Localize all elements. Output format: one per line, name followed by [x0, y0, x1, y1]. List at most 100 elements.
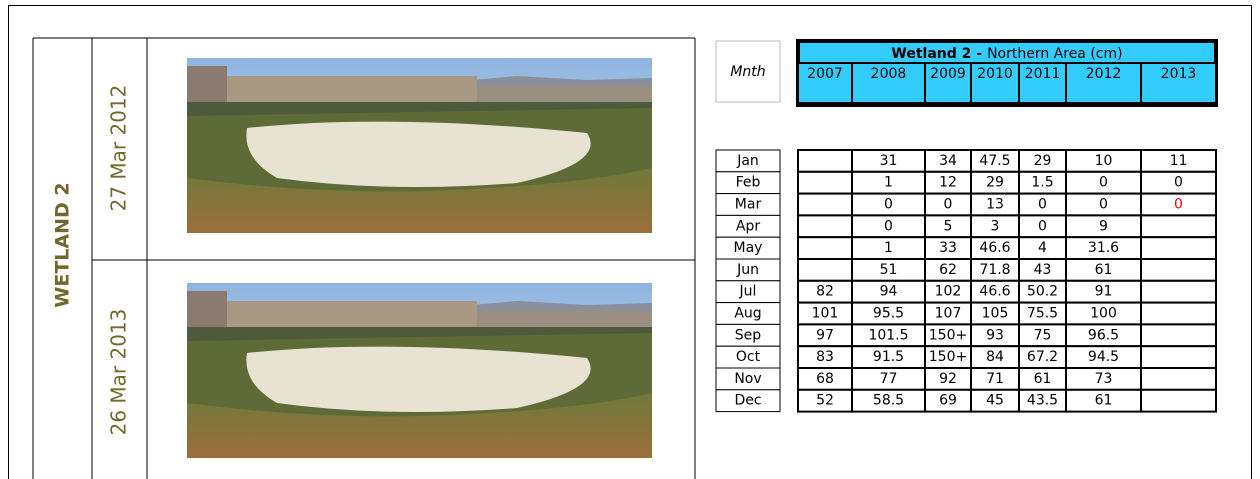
- month-label: Apr: [736, 218, 760, 234]
- value: 11: [1170, 153, 1188, 169]
- value: 101.5: [868, 327, 908, 343]
- value: 95.5: [873, 306, 904, 322]
- value: 1: [884, 175, 893, 191]
- value: 150+: [929, 327, 967, 343]
- value: 0: [884, 197, 893, 213]
- value: 61: [1034, 371, 1052, 387]
- value-cell: [798, 172, 852, 194]
- month-header: Mnth: [730, 64, 765, 80]
- value: 1.5: [1031, 175, 1053, 191]
- value: 91: [1095, 284, 1113, 300]
- value: 46.6: [979, 240, 1010, 256]
- year-label: 2013: [1161, 66, 1197, 82]
- month-label: Nov: [734, 371, 761, 387]
- value: 10: [1095, 153, 1113, 169]
- value: 31: [880, 153, 898, 169]
- value: 101: [812, 306, 839, 322]
- value: 43: [1034, 262, 1052, 278]
- value-cell: [798, 259, 852, 281]
- value: 52: [816, 393, 834, 409]
- value: 61: [1095, 393, 1113, 409]
- value: 0: [1099, 175, 1108, 191]
- value: 0: [884, 218, 893, 234]
- value: 77: [880, 371, 898, 387]
- value: 62: [939, 262, 957, 278]
- value: 84: [986, 349, 1004, 365]
- value: 69: [939, 393, 957, 409]
- value: 4: [1038, 240, 1047, 256]
- value: 83: [816, 349, 834, 365]
- month-label: Mar: [735, 197, 762, 213]
- month-label: Jul: [739, 284, 757, 300]
- month-label: Feb: [736, 175, 761, 191]
- value: 100: [1090, 306, 1117, 322]
- value: 29: [1034, 153, 1052, 169]
- value: 96.5: [1088, 327, 1119, 343]
- value: 94: [880, 284, 898, 300]
- value: 1: [884, 240, 893, 256]
- value: 91.5: [873, 349, 904, 365]
- value-cell: [1141, 259, 1216, 281]
- value: 12: [939, 175, 957, 191]
- photo-date: 27 Mar 2012: [107, 85, 131, 212]
- value: 51: [880, 262, 898, 278]
- value: 75.5: [1027, 306, 1058, 322]
- page: WETLAND 2 27 Mar 2012 26 Mar 2013 Mnth W…: [0, 0, 1260, 479]
- value: 61: [1095, 262, 1113, 278]
- year-label: 2009: [930, 66, 966, 82]
- value-cell: [798, 215, 852, 237]
- value: 5: [944, 218, 953, 234]
- value: 34: [939, 153, 957, 169]
- photo-date: 26 Mar 2013: [107, 309, 131, 436]
- photo: [187, 283, 652, 458]
- value: 9: [1099, 218, 1108, 234]
- value: 73: [1095, 371, 1113, 387]
- value-cell: [1141, 215, 1216, 237]
- value: 58.5: [873, 393, 904, 409]
- value: 97: [816, 327, 834, 343]
- value: 0: [1038, 218, 1047, 234]
- value: 50.2: [1027, 284, 1058, 300]
- value: 0: [1174, 197, 1183, 213]
- year-label: 2007: [807, 66, 843, 82]
- value: 94.5: [1088, 349, 1119, 365]
- value-cell: [1141, 368, 1216, 390]
- value-cell: [1141, 281, 1216, 303]
- value: 71.8: [979, 262, 1010, 278]
- value: 107: [935, 306, 962, 322]
- value: 93: [986, 327, 1004, 343]
- value: 29: [986, 175, 1004, 191]
- month-label: Dec: [734, 393, 761, 409]
- value: 150+: [929, 349, 967, 365]
- year-label: 2011: [1025, 66, 1061, 82]
- value: 82: [816, 284, 834, 300]
- value: 0: [1099, 197, 1108, 213]
- value: 68: [816, 371, 834, 387]
- value: 47.5: [979, 153, 1010, 169]
- month-label: Jun: [736, 262, 759, 278]
- value-cell: [798, 194, 852, 216]
- table-title-rest: Northern Area (cm): [987, 46, 1123, 62]
- month-label: Jan: [736, 153, 759, 169]
- value: 0: [1174, 175, 1183, 191]
- value: 33: [939, 240, 957, 256]
- value-cell: [1141, 346, 1216, 368]
- value: 13: [986, 197, 1004, 213]
- value: 102: [935, 284, 962, 300]
- value: 31.6: [1088, 240, 1119, 256]
- year-label: 2010: [977, 66, 1013, 82]
- table-title: Wetland 2 - Northern Area (cm): [891, 46, 1122, 62]
- year-label: 2012: [1086, 66, 1122, 82]
- value: 105: [982, 306, 1009, 322]
- value-cell: [1141, 390, 1216, 412]
- month-label: Aug: [734, 306, 761, 322]
- value: 71: [986, 371, 1004, 387]
- value-cell: [1141, 237, 1216, 259]
- section-label: WETLAND 2: [52, 182, 74, 307]
- month-label: Oct: [736, 349, 761, 365]
- value-cell: [798, 150, 852, 172]
- table-title-bold: Wetland 2 -: [891, 46, 982, 62]
- value: 67.2: [1027, 349, 1058, 365]
- value: 46.6: [979, 284, 1010, 300]
- value: 0: [1038, 197, 1047, 213]
